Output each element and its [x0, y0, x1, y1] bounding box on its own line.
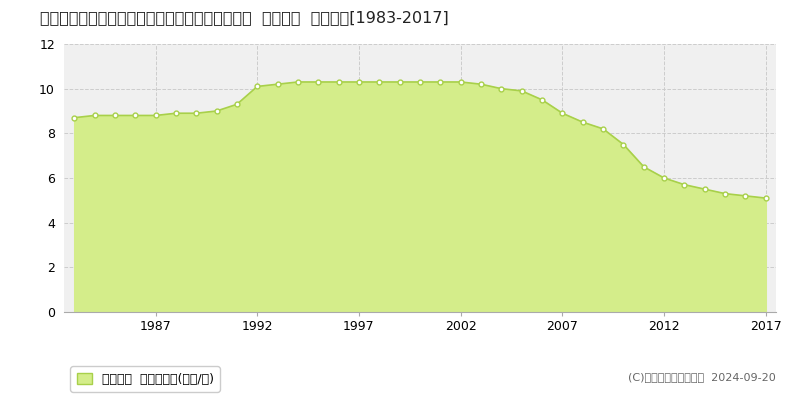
Legend: 公示地価  平均坪単価(万円/坪): 公示地価 平均坪単価(万円/坪): [70, 366, 220, 392]
Text: (C)土地価格ドットコム  2024-09-20: (C)土地価格ドットコム 2024-09-20: [628, 372, 776, 382]
Text: 徳島県鳴門市鳴門町土佐泊浦字高砂１７７番４外  公示地価  地価推移[1983-2017]: 徳島県鳴門市鳴門町土佐泊浦字高砂１７７番４外 公示地価 地価推移[1983-20…: [40, 10, 449, 25]
